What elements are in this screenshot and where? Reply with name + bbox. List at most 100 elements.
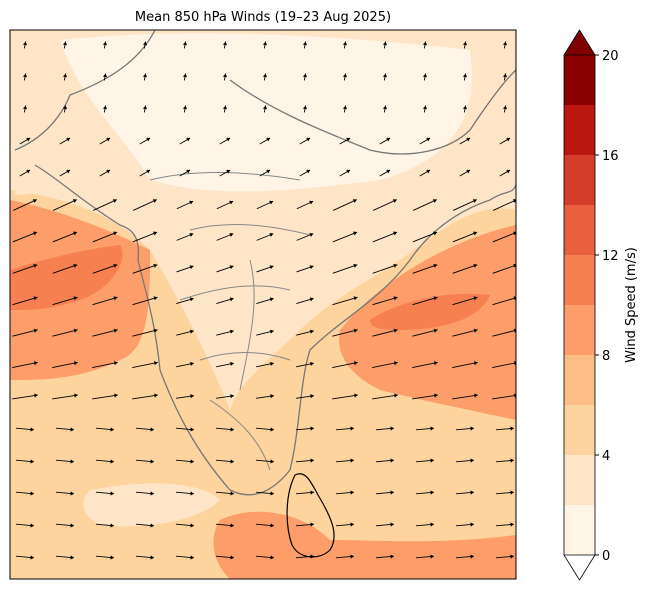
wind-arrowhead — [353, 361, 358, 366]
wind-arrowhead — [342, 105, 348, 110]
wind-arrowhead — [26, 169, 31, 174]
wind-arrow — [372, 199, 398, 211]
wind-arrowhead — [22, 73, 28, 78]
wind-arrow — [52, 296, 78, 306]
wind-arrowhead — [142, 105, 148, 110]
wind-arrowhead — [346, 137, 351, 142]
wind-arrowhead — [150, 523, 154, 528]
wind-arrowhead — [110, 427, 114, 432]
wind-arrowhead — [394, 393, 398, 398]
wind-arrowhead — [189, 297, 194, 302]
wind-arrow — [92, 394, 118, 400]
wind-arrowhead — [153, 263, 158, 268]
wind-arrowhead — [266, 137, 271, 142]
wind-arrowhead — [390, 458, 394, 463]
wind-arrowhead — [350, 490, 354, 495]
wind-arrowhead — [386, 169, 391, 174]
wind-arrowhead — [30, 523, 34, 528]
wind-arrow — [412, 329, 438, 337]
wind-arrowhead — [150, 491, 154, 496]
wind-arrowhead — [182, 73, 188, 78]
colorbar-label: Wind Speed (m/s) — [624, 247, 639, 363]
wind-arrowhead — [22, 105, 28, 110]
colorbar-band — [564, 205, 595, 255]
wind-arrowhead — [190, 394, 194, 399]
wind-arrowhead — [73, 231, 78, 236]
wind-arrowhead — [33, 296, 38, 301]
wind-arrow — [372, 296, 398, 306]
wind-arrow — [332, 296, 358, 306]
wind-arrowhead — [113, 296, 118, 301]
wind-arrowhead — [302, 41, 308, 46]
wind-arrowhead — [190, 491, 194, 496]
wind-arrowhead — [470, 522, 474, 527]
wind-arrowhead — [470, 458, 474, 463]
colorbar-extend-over — [563, 29, 596, 56]
state-border — [149, 172, 311, 471]
wind-arrowhead — [142, 41, 148, 46]
wind-arrowhead — [393, 361, 398, 366]
wind-arrowhead — [353, 296, 358, 301]
wind-arrowhead — [390, 522, 394, 527]
wind-arrowhead — [430, 458, 434, 463]
colorbar-extend-under — [563, 554, 596, 581]
wind-arrowhead — [269, 233, 274, 237]
wind-arrowhead — [473, 328, 478, 333]
wind-arrowhead — [189, 265, 194, 270]
colorbar-tick-label: 8 — [602, 349, 610, 364]
wind-arrow — [92, 296, 118, 306]
wind-arrowhead — [309, 265, 314, 270]
wind-arrowhead — [189, 329, 194, 334]
wind-arrow — [132, 394, 158, 400]
wind-arrow — [92, 329, 118, 337]
colorbar-tick-label: 16 — [602, 149, 619, 164]
wind-arrowhead — [72, 199, 77, 203]
wind-arrow — [12, 394, 38, 400]
wind-arrowhead — [350, 554, 354, 559]
wind-arrowhead — [230, 427, 234, 432]
wind-arrowhead — [430, 426, 434, 431]
wind-arrowhead — [353, 328, 358, 333]
wind-arrow — [52, 362, 78, 368]
wind-arrowhead — [30, 555, 34, 560]
wind-arrow — [412, 264, 438, 274]
wind-arrow — [92, 362, 118, 368]
wind-arrowhead — [230, 394, 234, 399]
wind-arrowhead — [270, 427, 274, 432]
field-band — [83, 483, 220, 527]
wind-arrowhead — [74, 393, 78, 398]
wind-arrow — [132, 329, 158, 337]
wind-arrow — [372, 264, 398, 274]
wind-arrowhead — [393, 231, 398, 236]
wind-arrowhead — [222, 105, 228, 110]
wind-arrow — [452, 231, 478, 243]
wind-arrowhead — [229, 265, 234, 270]
wind-arrowhead — [306, 169, 311, 174]
wind-arrowhead — [269, 329, 274, 334]
wind-arrowhead — [153, 296, 158, 301]
wind-arrow — [92, 264, 118, 274]
colorbar-band — [564, 505, 595, 555]
wind-arrowhead — [269, 265, 274, 270]
wind-arrowhead — [66, 137, 71, 142]
wind-arrowhead — [310, 426, 314, 431]
wind-arrowhead — [190, 555, 194, 560]
wind-arrowhead — [30, 459, 34, 464]
wind-arrowhead — [34, 393, 38, 398]
wind-arrowhead — [430, 522, 434, 527]
wind-arrow — [132, 296, 158, 306]
wind-arrow — [332, 394, 358, 400]
wind-arrowhead — [230, 523, 234, 528]
wind-arrow — [12, 296, 38, 306]
wind-arrow — [92, 231, 118, 243]
wind-arrow — [132, 199, 158, 211]
wind-arrow — [132, 231, 158, 243]
wind-arrowhead — [354, 393, 358, 398]
wind-arrow — [52, 394, 78, 400]
wind-arrowhead — [70, 523, 74, 528]
wind-arrowhead — [390, 490, 394, 495]
wind-arrowhead — [153, 328, 158, 333]
wind-arrow — [332, 362, 358, 368]
wind-arrowhead — [110, 491, 114, 496]
wind-arrowhead — [266, 169, 271, 174]
